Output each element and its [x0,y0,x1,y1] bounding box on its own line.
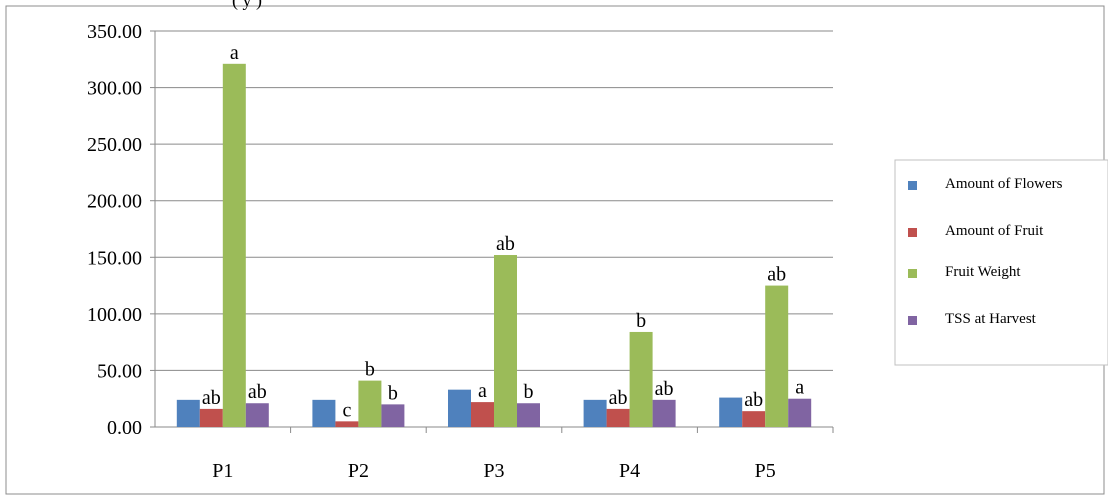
bar [606,408,630,427]
bar [583,399,607,427]
y-tick-label: 250.00 [87,134,142,156]
bar [245,403,269,427]
bar-label: ab [202,387,221,409]
bar [652,399,676,427]
bar [517,403,540,427]
y-tick-label: 100.00 [87,304,142,326]
legend-label: Amount of Flowers [945,176,1063,192]
legend-label: TSS at Harvest [945,311,1037,327]
bar [312,399,336,427]
bar-label: b [388,382,398,404]
bar [176,399,200,427]
bar [358,380,382,427]
x-axis: P1 P2 P3 P4 P5 [155,426,834,482]
bar [742,411,766,427]
legend-swatch [908,316,917,325]
bar-label: ab [248,381,267,403]
bar [471,402,494,427]
bar [629,331,653,427]
x-tick-label: P2 [348,460,369,482]
y-axis: 0.00 50.00 100.00 150.00 200.00 250.00 300.00 3… [87,21,156,439]
bar [199,408,223,427]
bar-label: a [478,380,487,402]
bar-label: c [342,399,351,421]
bar [788,398,812,427]
bar-label: a [795,377,804,399]
bar [765,285,789,427]
bar-label: ab [655,378,674,400]
x-tick-label: P4 [619,460,640,482]
x-tick-label: P5 [755,460,776,482]
bar-label: b [365,359,375,381]
bar-label: ab [609,387,628,409]
y-tick-label: 150.00 [87,247,142,269]
y-tick-label: 350.00 [87,21,142,43]
y-tick-label: 0.00 [107,417,142,439]
bar [448,389,471,427]
legend: Amount of Flowers Amount of Fruit Fruit We… [894,159,1108,366]
legend-box [894,159,1108,366]
bar [222,63,246,427]
bar [719,397,743,427]
y-tick-label: 50.00 [97,360,142,382]
legend-swatch [908,181,917,190]
bars [176,63,812,427]
bar-label: ab [496,233,515,255]
gridlines [155,30,833,371]
bar-label: ab [767,264,786,286]
legend-label: Fruit Weight [945,264,1021,280]
bar-label: a [230,42,239,64]
bar-label: b [636,310,646,332]
x-tick-label: P3 [483,460,504,482]
bar-label: b [524,381,534,403]
y-tick-label: 300.00 [87,78,142,100]
header-fragment: ( y ) [232,0,262,11]
bar [494,255,517,427]
y-tick-label: 200.00 [87,191,142,213]
bar [335,421,359,427]
legend-swatch [908,269,917,278]
x-tick-label: P1 [212,460,233,482]
legend-swatch [908,228,917,237]
bar-label: ab [744,389,763,411]
bar [381,404,405,427]
legend-label: Amount of Fruit [945,223,1044,239]
